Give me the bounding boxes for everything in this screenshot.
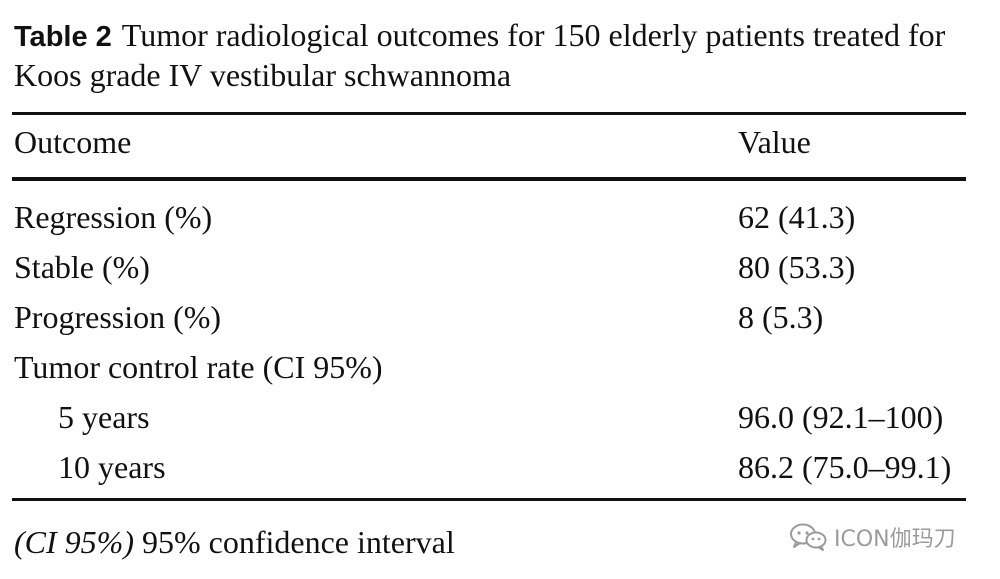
table-row: Progression (%) 8 (5.3): [0, 296, 1000, 338]
footnote-abbreviation: (CI 95%): [14, 524, 134, 560]
wechat-icon: [788, 522, 828, 552]
value-cell: 96.0 (92.1–100): [738, 399, 944, 435]
outcome-cell: Tumor control rate (CI 95%): [14, 349, 383, 385]
table-row: 10 years 86.2 (75.0–99.1): [0, 446, 1000, 488]
table-row-group-heading: Tumor control rate (CI 95%): [0, 346, 1000, 388]
table-header-rule: [12, 177, 966, 181]
table-row: 5 years 96.0 (92.1–100): [0, 396, 1000, 438]
table-bottom-rule: [12, 498, 966, 501]
table-header-row: Outcome Value: [0, 121, 1000, 163]
watermark-text: ICON伽玛刀: [834, 527, 956, 552]
value-cell: 86.2 (75.0–99.1): [738, 449, 952, 485]
value-cell: 62 (41.3): [738, 199, 856, 235]
outcome-cell: 5 years: [58, 399, 150, 435]
table-caption-text: Tumor radiological outcomes for 150 elde…: [14, 17, 946, 93]
outcome-cell: Regression (%): [14, 199, 213, 235]
table-footnote: (CI 95%) 95% confidence interval: [14, 521, 455, 563]
value-cell: 80 (53.3): [738, 249, 856, 285]
table-label: Table 2: [14, 21, 112, 53]
table-top-rule: [12, 112, 966, 115]
outcome-cell: Stable (%): [14, 249, 150, 285]
watermark: ICON伽玛刀: [788, 520, 956, 554]
outcome-cell: Progression (%): [14, 299, 222, 335]
table-row: Stable (%) 80 (53.3): [0, 246, 1000, 288]
column-header-outcome: Outcome: [14, 124, 132, 160]
table-caption: Table 2 Tumor radiological outcomes for 1…: [14, 16, 974, 94]
outcome-cell: 10 years: [58, 449, 166, 485]
value-cell: 8 (5.3): [738, 299, 824, 335]
footnote-text: 95% confidence interval: [133, 524, 455, 560]
column-header-value: Value: [738, 124, 811, 160]
table-row: Regression (%) 62 (41.3): [0, 196, 1000, 238]
